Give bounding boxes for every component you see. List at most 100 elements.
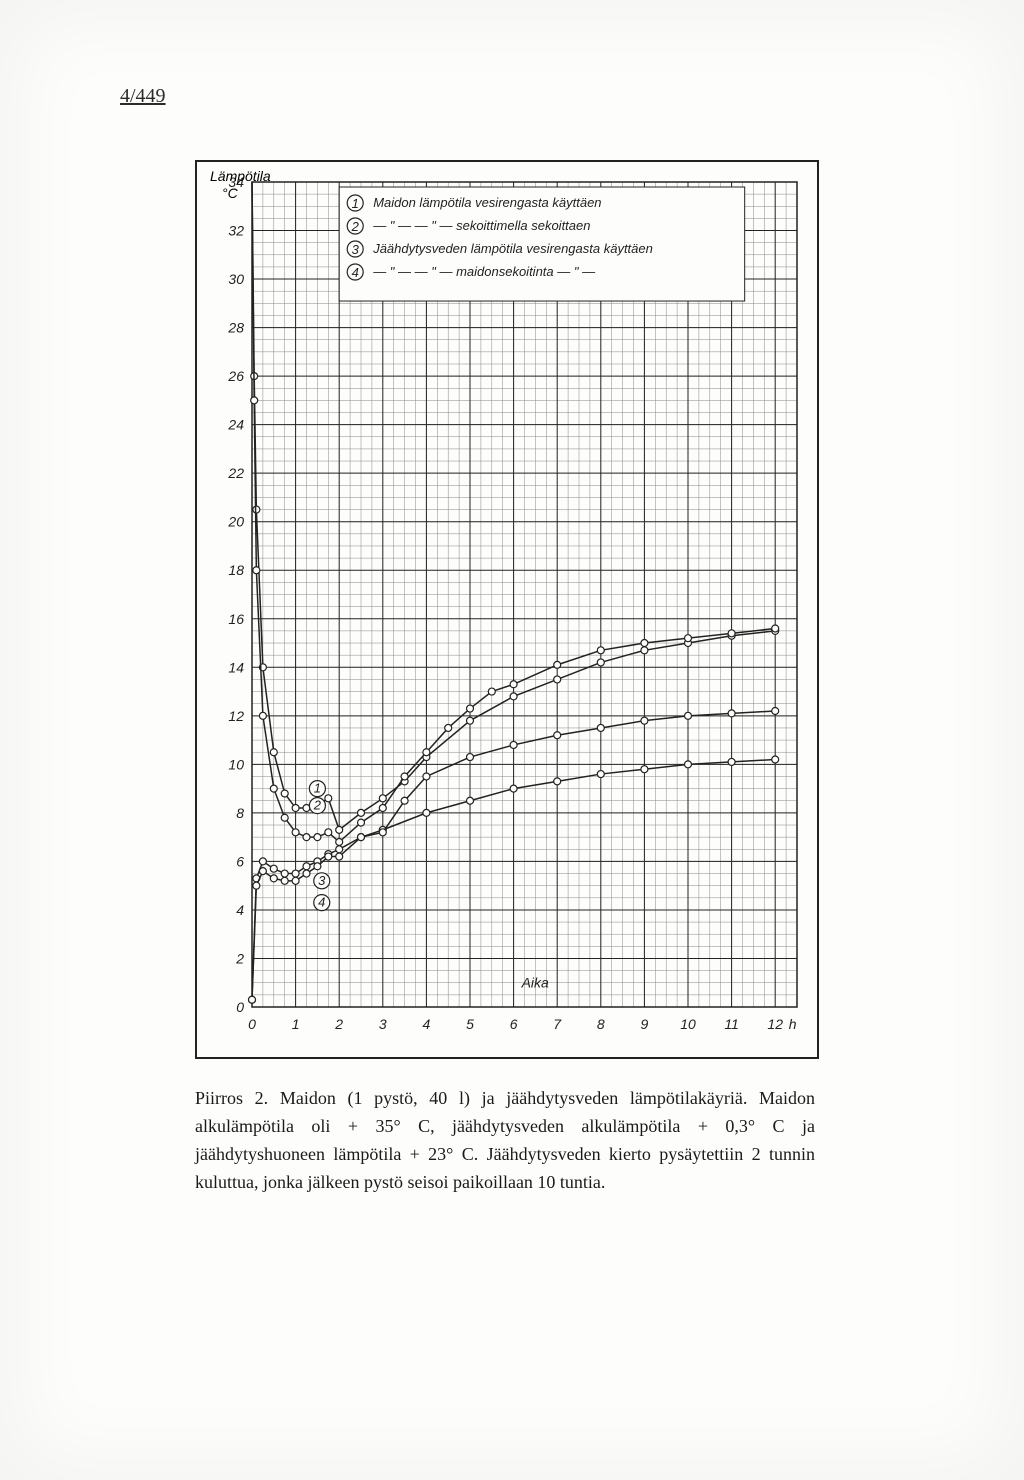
data-marker: [467, 717, 474, 724]
data-marker: [554, 778, 561, 785]
data-marker: [336, 839, 343, 846]
legend-item-text: — " — — " — maidonsekoitinta — " —: [372, 264, 596, 279]
data-marker: [303, 834, 310, 841]
svg-text:2: 2: [351, 219, 360, 234]
data-marker: [259, 858, 266, 865]
y-axis-unit: °C: [222, 185, 239, 201]
data-marker: [685, 761, 692, 768]
data-marker: [292, 870, 299, 877]
y-tick-label: 2: [235, 950, 244, 966]
data-marker: [772, 756, 779, 763]
data-marker: [251, 397, 258, 404]
x-tick-label: 11: [724, 1016, 739, 1032]
data-marker: [685, 635, 692, 642]
data-marker: [728, 630, 735, 637]
data-marker: [314, 834, 321, 841]
y-tick-label: 20: [227, 514, 244, 530]
data-marker: [510, 693, 517, 700]
x-tick-label: 5: [466, 1016, 474, 1032]
data-marker: [510, 681, 517, 688]
series-label-text: 2: [313, 798, 322, 813]
data-marker: [423, 749, 430, 756]
x-tick-label: 2: [334, 1016, 343, 1032]
x-tick-label: 0: [248, 1016, 256, 1032]
data-marker: [641, 766, 648, 773]
x-tick-label: 1: [292, 1016, 300, 1032]
data-marker: [281, 790, 288, 797]
data-marker: [597, 647, 604, 654]
data-marker: [253, 567, 260, 574]
data-marker: [281, 814, 288, 821]
y-tick-label: 14: [228, 659, 244, 675]
data-marker: [270, 749, 277, 756]
series-label-text: 3: [318, 873, 326, 888]
data-marker: [445, 724, 452, 731]
data-marker: [510, 741, 517, 748]
data-marker: [270, 865, 277, 872]
data-marker: [336, 846, 343, 853]
data-marker: [270, 875, 277, 882]
svg-text:3: 3: [352, 242, 360, 257]
y-tick-label: 24: [227, 417, 244, 433]
data-marker: [259, 712, 266, 719]
line-chart: 2468101214161820222426283032340012345678…: [197, 162, 813, 1053]
data-marker: [554, 661, 561, 668]
data-marker: [249, 996, 256, 1003]
data-marker: [728, 710, 735, 717]
y-tick-label: 10: [228, 756, 244, 772]
data-marker: [281, 870, 288, 877]
data-marker: [336, 826, 343, 833]
x-tick-label: 12: [767, 1016, 783, 1032]
x-tick-label: 10: [680, 1016, 696, 1032]
series-label-text: 1: [314, 781, 321, 796]
data-marker: [728, 758, 735, 765]
y-tick-label: 18: [228, 562, 244, 578]
data-marker: [358, 819, 365, 826]
x-tick-label: 6: [510, 1016, 518, 1032]
y-tick-label: 4: [236, 902, 244, 918]
data-marker: [510, 785, 517, 792]
data-marker: [772, 625, 779, 632]
svg-text:0: 0: [236, 999, 244, 1015]
y-tick-label: 28: [227, 320, 244, 336]
data-marker: [336, 853, 343, 860]
data-marker: [641, 640, 648, 647]
data-marker: [303, 870, 310, 877]
data-marker: [314, 863, 321, 870]
x-tick-label: 7: [553, 1016, 562, 1032]
data-marker: [423, 809, 430, 816]
data-marker: [325, 795, 332, 802]
data-marker: [423, 773, 430, 780]
data-marker: [325, 853, 332, 860]
data-marker: [358, 809, 365, 816]
page: 4/449 2468101214161820222426283032340012…: [0, 0, 1024, 1480]
y-tick-label: 8: [236, 805, 244, 821]
data-marker: [292, 805, 299, 812]
y-tick-label: 22: [227, 465, 244, 481]
data-marker: [685, 712, 692, 719]
x-axis-title: Aika: [521, 975, 549, 991]
series-label-text: 4: [318, 895, 325, 910]
y-tick-label: 26: [227, 368, 244, 384]
figure-caption: Piirros 2. Maidon (1 pystö, 40 l) ja jää…: [195, 1085, 815, 1197]
y-axis-title: Lämpötila: [210, 168, 271, 184]
data-marker: [597, 659, 604, 666]
data-marker: [554, 676, 561, 683]
data-marker: [281, 877, 288, 884]
x-tick-label: 3: [379, 1016, 387, 1032]
data-marker: [401, 797, 408, 804]
x-tick-label: 4: [423, 1016, 431, 1032]
data-marker: [554, 732, 561, 739]
data-marker: [597, 771, 604, 778]
data-marker: [641, 647, 648, 654]
data-marker: [303, 863, 310, 870]
y-tick-label: 32: [228, 223, 244, 239]
y-tick-label: 12: [228, 708, 244, 724]
svg-text:1: 1: [352, 196, 359, 211]
chart-container: 2468101214161820222426283032340012345678…: [195, 160, 819, 1059]
data-marker: [270, 785, 277, 792]
data-marker: [467, 797, 474, 804]
y-tick-label: 16: [228, 611, 244, 627]
data-marker: [467, 705, 474, 712]
data-marker: [488, 688, 495, 695]
